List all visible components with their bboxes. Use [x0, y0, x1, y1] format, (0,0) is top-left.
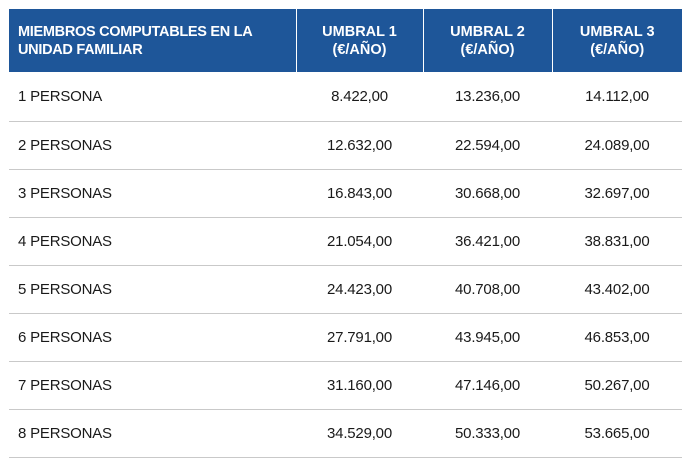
cell-umbral-3: 50.267,00: [552, 361, 682, 410]
cell-umbral-3: 53.665,00: [552, 409, 682, 458]
header-umbral-2-unit: (€/AÑO): [460, 41, 515, 58]
row-members-label: 2 PERSONAS: [9, 121, 296, 170]
cell-umbral-2: 13.236,00: [423, 72, 552, 122]
cell-umbral-2: 47.146,00: [423, 361, 552, 410]
cell-umbral-1: 24.423,00: [296, 265, 423, 314]
header-row: MIEMBROS COMPUTABLES EN LA UNIDAD FAMILI…: [9, 9, 682, 72]
cell-umbral-2: 30.668,00: [423, 169, 552, 218]
row-members-label: 8 PERSONAS: [9, 409, 296, 458]
cell-umbral-1: 31.160,00: [296, 361, 423, 410]
cell-umbral-1: 27.791,00: [296, 313, 423, 362]
cell-umbral-2: 36.421,00: [423, 217, 552, 266]
cell-umbral-3: 14.112,00: [552, 72, 682, 122]
table-header: MIEMBROS COMPUTABLES EN LA UNIDAD FAMILI…: [9, 9, 682, 72]
row-members-label: 5 PERSONAS: [9, 265, 296, 314]
table-body: 1 PERSONA 8.422,00 13.236,00 14.112,00 2…: [9, 72, 682, 458]
table-row: 2 PERSONAS 12.632,00 22.594,00 24.089,00: [9, 121, 682, 170]
cell-umbral-3: 38.831,00: [552, 217, 682, 266]
header-members: MIEMBROS COMPUTABLES EN LA UNIDAD FAMILI…: [9, 9, 297, 72]
cell-umbral-3: 43.402,00: [552, 265, 682, 314]
table-row: 5 PERSONAS 24.423,00 40.708,00 43.402,00: [9, 265, 682, 314]
cell-umbral-2: 50.333,00: [423, 409, 552, 458]
row-members-label: 1 PERSONA: [9, 72, 296, 122]
cell-umbral-1: 12.632,00: [296, 121, 423, 170]
table-row: 1 PERSONA 8.422,00 13.236,00 14.112,00: [9, 72, 682, 122]
cell-umbral-1: 16.843,00: [296, 169, 423, 218]
header-umbral-3-name: UMBRAL 3: [579, 23, 655, 40]
header-umbral-1: UMBRAL 1 (€/AÑO): [296, 9, 424, 72]
table-row: 8 PERSONAS 34.529,00 50.333,00 53.665,00: [9, 409, 682, 458]
row-members-label: 4 PERSONAS: [9, 217, 296, 266]
table-row: 3 PERSONAS 16.843,00 30.668,00 32.697,00: [9, 169, 682, 218]
header-umbral-1-unit: (€/AÑO): [332, 41, 387, 58]
table-row: 7 PERSONAS 31.160,00 47.146,00 50.267,00: [9, 361, 682, 410]
cell-umbral-1: 8.422,00: [296, 72, 423, 122]
cell-umbral-2: 40.708,00: [423, 265, 552, 314]
cell-umbral-1: 21.054,00: [296, 217, 423, 266]
cell-umbral-3: 32.697,00: [552, 169, 682, 218]
income-threshold-table: MIEMBROS COMPUTABLES EN LA UNIDAD FAMILI…: [9, 9, 682, 458]
header-umbral-2: UMBRAL 2 (€/AÑO): [423, 9, 553, 72]
cell-umbral-2: 22.594,00: [423, 121, 552, 170]
row-members-label: 7 PERSONAS: [9, 361, 296, 410]
row-members-label: 3 PERSONAS: [9, 169, 296, 218]
row-members-label: 6 PERSONAS: [9, 313, 296, 362]
cell-umbral-3: 24.089,00: [552, 121, 682, 170]
cell-umbral-3: 46.853,00: [552, 313, 682, 362]
header-umbral-2-name: UMBRAL 2: [450, 23, 525, 40]
table-row: 4 PERSONAS 21.054,00 36.421,00 38.831,00: [9, 217, 682, 266]
cell-umbral-2: 43.945,00: [423, 313, 552, 362]
table-row: 6 PERSONAS 27.791,00 43.945,00 46.853,00: [9, 313, 682, 362]
cell-umbral-1: 34.529,00: [296, 409, 423, 458]
header-umbral-3-unit: (€/AÑO): [590, 41, 645, 58]
header-umbral-3: UMBRAL 3 (€/AÑO): [552, 9, 682, 72]
header-umbral-1-name: UMBRAL 1: [322, 23, 397, 40]
